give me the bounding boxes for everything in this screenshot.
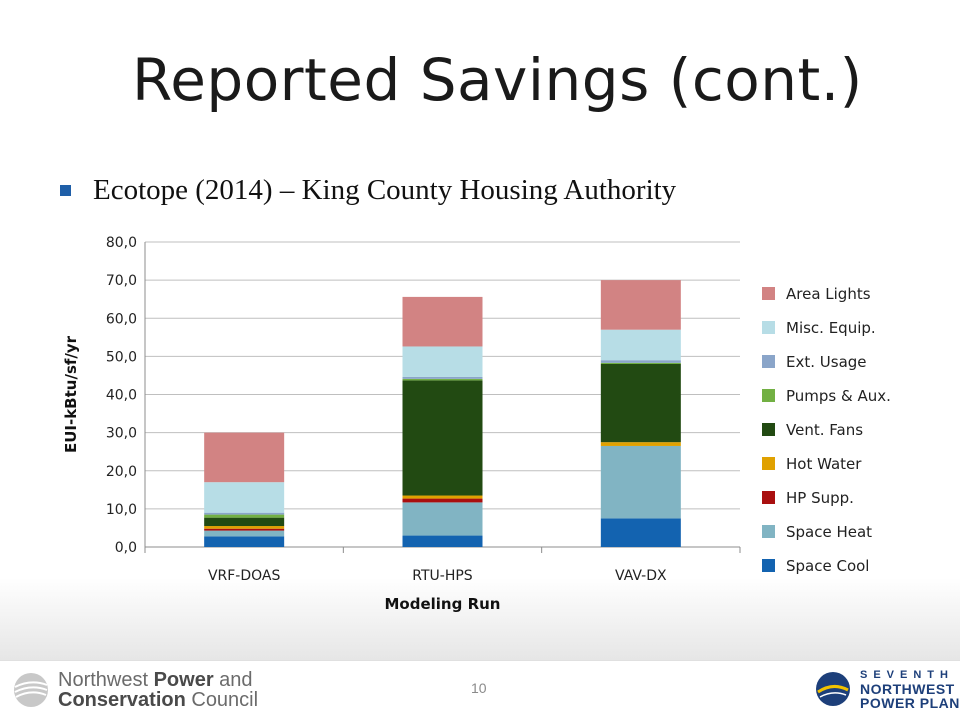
bar-segment-vent-fans — [402, 380, 483, 496]
y-axis-title: EUI-kBtu/sf/yr — [62, 335, 80, 453]
bar-segment-hot-water — [204, 526, 285, 529]
council-swoosh-icon — [14, 673, 48, 707]
legend-swatch — [762, 491, 775, 504]
bar-segment-vent-fans — [600, 364, 681, 443]
bar-segment-misc-equip — [600, 329, 681, 361]
legend-label: Space Heat — [786, 523, 872, 541]
legend-label: Vent. Fans — [786, 421, 863, 439]
bar-segment-hp-supp — [402, 498, 483, 503]
bar-segment-area-lights — [402, 296, 483, 347]
bullet-text: Ecotope (2014) – King County Housing Aut… — [93, 174, 677, 206]
council-logo: Northwest Power and Conservation Council — [12, 670, 258, 710]
bar-segment-pumps-aux — [204, 514, 285, 518]
bar-segment-space-cool — [402, 535, 483, 547]
legend-swatch — [762, 355, 775, 368]
bar-segment-pumps-aux — [600, 362, 681, 364]
legend-label: HP Supp. — [786, 489, 854, 507]
legend-swatch — [762, 287, 775, 300]
page-number: 10 — [471, 680, 487, 696]
legend-swatch — [762, 389, 775, 402]
power-plan-name: SEVENTH NORTHWEST POWER PLAN — [860, 669, 960, 711]
y-tick-label: 30,0 — [106, 426, 137, 442]
bar-segment-hot-water — [402, 495, 483, 499]
bar-segment-ext-usage — [402, 376, 483, 379]
background-fade — [0, 578, 960, 660]
legend-label: Hot Water — [786, 455, 862, 473]
y-tick-label: 10,0 — [106, 502, 137, 518]
slide-title: Reported Savings (cont.) — [132, 46, 863, 114]
y-tick-label: 50,0 — [106, 349, 137, 365]
bar-segment-space-heat — [204, 530, 285, 537]
bar-segment-area-lights — [600, 280, 681, 330]
bullet-item: Ecotope (2014) – King County Housing Aut… — [60, 174, 676, 207]
y-tick-label: 80,0 — [106, 235, 137, 251]
bar-segment-space-heat — [402, 502, 483, 536]
y-tick-label: 60,0 — [106, 311, 137, 327]
bar-segment-pumps-aux — [402, 378, 483, 381]
council-name: Northwest Power and Conservation Council — [58, 669, 259, 711]
x-tick-label: VRF-DOAS — [208, 568, 281, 584]
legend-label: Pumps & Aux. — [786, 387, 891, 405]
x-tick-label: VAV-DX — [615, 568, 667, 584]
x-axis-title: Modeling Run — [385, 595, 501, 613]
bar-segment-ext-usage — [600, 360, 681, 363]
bar-segment-space-cool — [204, 536, 285, 547]
footer — [0, 660, 960, 721]
bar-segment-hp-supp — [204, 528, 285, 531]
y-tick-label: 40,0 — [106, 388, 137, 404]
bar-segment-area-lights — [204, 432, 285, 483]
bar-segment-space-heat — [600, 445, 681, 519]
bar-segment-hot-water — [600, 442, 681, 446]
legend-label: Ext. Usage — [786, 353, 867, 371]
y-tick-label: 70,0 — [106, 273, 137, 289]
legend-swatch — [762, 457, 775, 470]
bar-segment-misc-equip — [402, 346, 483, 377]
bar-segment-vent-fans — [204, 517, 285, 527]
stacked-bar-chart: 0,0 10,0 20,0 30,0 40,0 50,0 60,0 70,0 80,0 VRF-D… — [62, 235, 891, 613]
legend-label: Misc. Equip. — [786, 319, 876, 337]
legend-label: Area Lights — [786, 285, 871, 303]
bar-segment-space-cool — [600, 518, 681, 547]
legend-swatch — [762, 525, 775, 538]
bar-segment-misc-equip — [204, 482, 285, 513]
bar-segment-ext-usage — [204, 512, 285, 515]
legend-swatch — [762, 321, 775, 334]
power-plan-globe-icon — [816, 672, 850, 706]
y-tick-label: 20,0 — [106, 464, 137, 480]
power-plan-logo: SEVENTH NORTHWEST POWER PLAN — [814, 668, 960, 710]
y-tick-label: 0,0 — [115, 540, 137, 556]
legend-swatch — [762, 423, 775, 436]
x-tick-label: RTU-HPS — [412, 568, 473, 584]
square-bullet-icon — [60, 185, 71, 196]
legend-label: Space Cool — [786, 557, 869, 575]
legend-swatch — [762, 559, 775, 572]
